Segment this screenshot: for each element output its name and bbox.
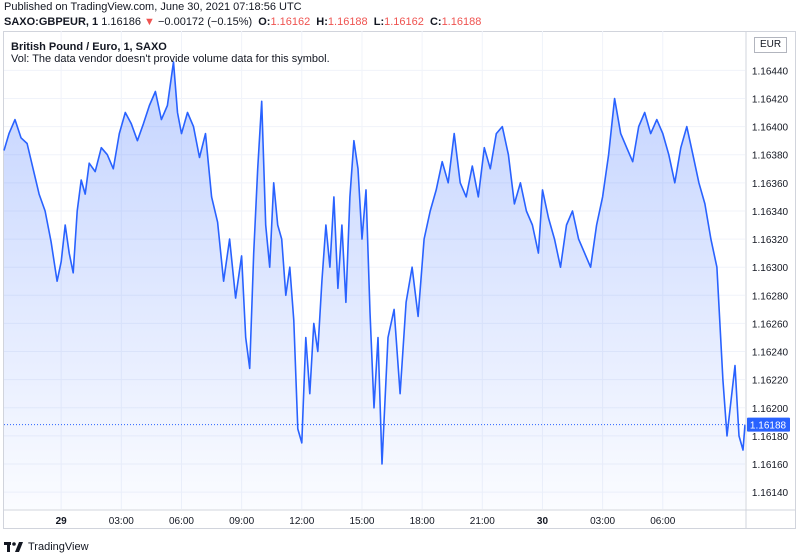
open-value: 1.16162 <box>270 16 311 28</box>
line-layer <box>3 61 746 465</box>
currency-button[interactable]: EUR <box>754 37 787 53</box>
x-tick-label: 03:00 <box>109 516 134 527</box>
x-tick-label: 29 <box>56 516 68 527</box>
symbol-name: SAXO:GBPEUR, 1 <box>4 16 99 28</box>
x-tick-label: 18:00 <box>410 516 435 527</box>
high-label: H: <box>316 16 328 28</box>
high-value: 1.16188 <box>327 16 368 28</box>
low-value: 1.16162 <box>384 16 424 28</box>
last-price-label: 1.16188 <box>750 421 787 432</box>
y-tick-label: 1.16360 <box>752 179 789 190</box>
open-label: O: <box>258 16 271 28</box>
y-tick-label: 1.16260 <box>752 319 789 330</box>
x-tick-label: 06:00 <box>169 516 194 527</box>
y-tick-label: 1.16380 <box>752 151 789 162</box>
close-label: C: <box>429 16 442 28</box>
down-arrow-icon: ▼ <box>144 16 155 28</box>
y-tick-label: 1.16200 <box>752 404 789 415</box>
published-line: Published on TradingView.com, June 30, 2… <box>4 1 302 13</box>
footer-brand[interactable]: TradingView <box>28 541 89 553</box>
y-tick-label: 1.16280 <box>752 291 789 302</box>
x-tick-label: 06:00 <box>650 516 675 527</box>
y-tick-label: 1.16400 <box>752 123 789 134</box>
x-tick-label: 12:00 <box>289 516 314 527</box>
close-value: 1.16188 <box>441 16 482 28</box>
y-tick-label: 1.16240 <box>752 348 789 359</box>
x-tick-label: 03:00 <box>590 516 615 527</box>
chart-legend-title: British Pound / Euro, 1, SAXO <box>11 41 167 53</box>
x-tick-label: 21:00 <box>470 516 495 527</box>
y-tick-label: 1.16180 <box>752 432 789 443</box>
x-tick-label: 15:00 <box>349 516 374 527</box>
y-tick-label: 1.16440 <box>752 66 789 77</box>
price-area <box>4 61 745 510</box>
y-tick-label: 1.16320 <box>752 235 789 246</box>
x-axis: 29 03:00 06:00 09:00 12:00 15:00 18:00 21:00 30 0… <box>4 509 796 527</box>
price-line <box>3 61 746 465</box>
chart-legend-volume: Vol: The data vendor doesn't provide vol… <box>11 53 330 65</box>
y-axis: 1.16440 1.16420 1.16400 1.16380 1.16360 1.163… <box>745 31 789 529</box>
symbol-bar: SAXO:GBPEUR, 1 1.16186 ▼ −0.00172 (−0.15… <box>4 16 481 28</box>
x-tick-label: 30 <box>537 516 549 527</box>
low-label: L: <box>373 16 385 28</box>
y-tick-label: 1.16340 <box>752 207 789 218</box>
y-tick-label: 1.16140 <box>752 488 789 499</box>
y-tick-label: 1.16220 <box>752 376 789 387</box>
price-marker: 1.16188 <box>4 417 790 432</box>
y-tick-label: 1.16160 <box>752 460 789 471</box>
tradingview-logo-icon <box>4 542 23 552</box>
change-value: −0.00172 (−0.15%) <box>157 16 253 28</box>
last-price-badge <box>747 417 790 432</box>
last-price: 1.16186 <box>101 16 141 28</box>
footer: TradingView <box>4 539 89 555</box>
y-tick-label: 1.16300 <box>752 263 789 274</box>
area-layer <box>4 61 745 510</box>
x-tick-label: 09:00 <box>229 516 254 527</box>
y-tick-label: 1.16420 <box>752 94 789 105</box>
